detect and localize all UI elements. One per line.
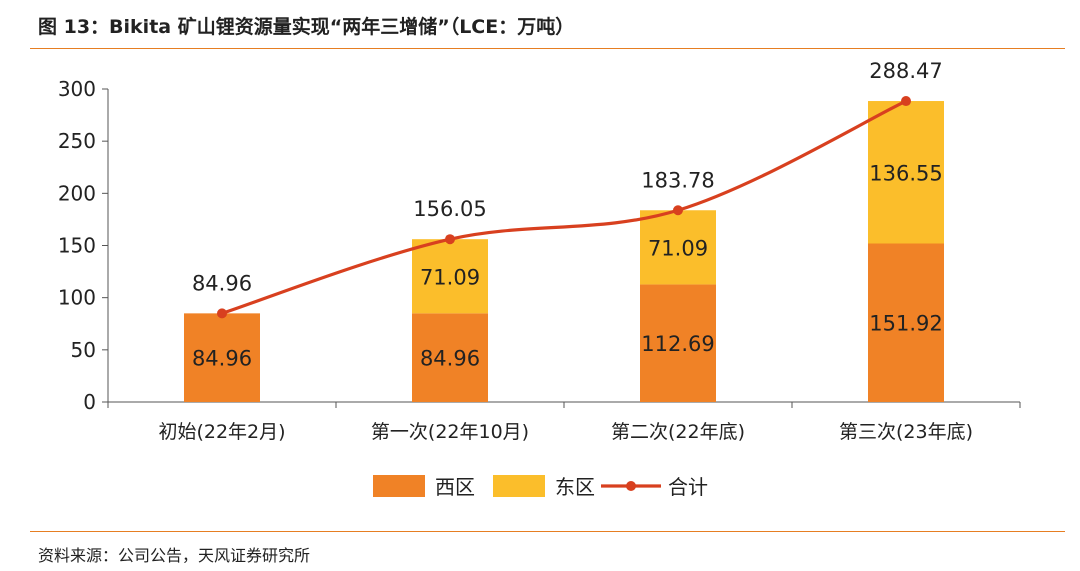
bar-west (412, 313, 488, 402)
x-tick-label: 初始(22年2月) (158, 421, 285, 443)
bar-east (412, 239, 488, 314)
bar-east (868, 101, 944, 244)
segment-value-label: 84.96 (192, 347, 252, 371)
source-note: 资料来源：公司公告，天风证券研究所 (38, 546, 311, 565)
y-tick-label: 300 (58, 77, 96, 101)
header-divider (30, 48, 1065, 49)
legend-label-east: 东区 (555, 475, 595, 499)
segment-value-label: 112.69 (641, 332, 714, 356)
legend-swatch-east (493, 475, 545, 497)
segment-value-label: 136.55 (869, 161, 942, 185)
bar-west (640, 284, 716, 402)
y-tick-label: 200 (58, 181, 96, 205)
total-point (673, 205, 683, 216)
segment-value-label: 71.09 (648, 236, 708, 260)
legend-label-west: 西区 (435, 475, 475, 499)
legend-label-total: 合计 (668, 475, 708, 499)
y-tick-label: 250 (58, 129, 96, 153)
y-tick-label: 0 (83, 390, 96, 414)
x-tick-label: 第三次(23年底) (839, 421, 973, 443)
y-tick-label: 100 (58, 286, 96, 310)
bar-west (868, 243, 944, 402)
x-tick-label: 第一次(22年10月) (371, 421, 529, 443)
y-tick-label: 50 (71, 338, 96, 362)
total-point (217, 308, 227, 319)
segment-value-label: 71.09 (420, 265, 480, 289)
total-value-label: 288.47 (869, 59, 942, 83)
total-value-label: 156.05 (413, 197, 486, 221)
total-value-label: 183.78 (641, 168, 714, 192)
segment-value-label: 84.96 (420, 347, 480, 371)
bar-east (640, 210, 716, 285)
total-point (445, 234, 455, 245)
chart-title: 图 13：Bikita 矿山锂资源量实现“两年三增储”（LCE：万吨） (38, 16, 575, 38)
legend-marker-total (626, 481, 636, 491)
footer-divider (30, 531, 1065, 532)
total-line (221, 99, 907, 315)
total-value-label: 84.96 (192, 271, 252, 295)
y-tick-label: 150 (58, 234, 96, 258)
x-tick-label: 第二次(22年底) (611, 421, 745, 443)
bar-west (184, 313, 260, 402)
legend-swatch-west (373, 475, 425, 497)
total-point (901, 96, 911, 107)
segment-value-label: 151.92 (869, 312, 942, 336)
